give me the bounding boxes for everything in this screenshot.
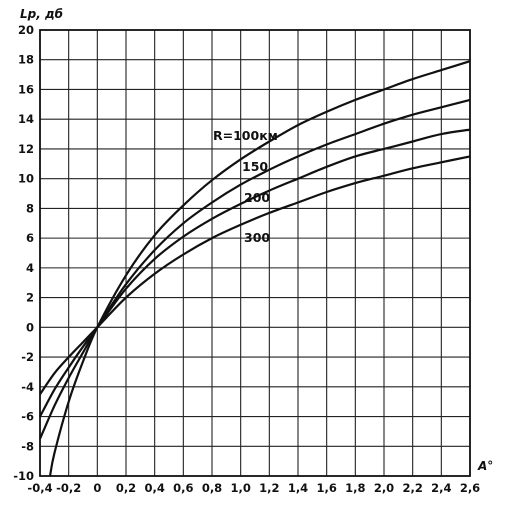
series-label-2: 200 (244, 190, 270, 205)
y-tick-label: -2 (21, 350, 34, 364)
y-tick-label: 20 (18, 23, 34, 37)
y-tick-label: 16 (18, 82, 34, 96)
x-tick-label: 1,2 (259, 481, 279, 495)
plot-border (39, 29, 471, 477)
x-tick-label: 2,4 (431, 481, 451, 495)
x-tick-label: 2,6 (460, 481, 480, 495)
y-tick-label: -10 (13, 469, 34, 483)
plot-frame (39, 29, 471, 477)
y-axis-title: Lp, дб (20, 7, 63, 21)
y-tick-label: 12 (18, 142, 34, 156)
grid-lines (39, 29, 471, 477)
y-tick-label: 4 (26, 261, 34, 275)
x-tick-label: 0,8 (202, 481, 222, 495)
y-tick-label: 2 (26, 291, 34, 305)
series-line-2 (39, 128, 471, 418)
x-tick-label: 0,2 (116, 481, 136, 495)
series-label-0: R=100км (213, 128, 278, 143)
x-tick-label: 2,0 (374, 481, 394, 495)
y-tick-label: 0 (26, 320, 34, 334)
series-label-1: 150 (242, 159, 268, 174)
x-tick-label: 2,2 (402, 481, 422, 495)
x-tick-label: 1,4 (288, 481, 308, 495)
y-tick-label: 10 (18, 172, 34, 186)
x-tick-label: 0,6 (173, 481, 193, 495)
y-tick-label: -6 (21, 410, 34, 424)
x-tick-label: 0,4 (144, 481, 164, 495)
x-tick-label: 1,6 (316, 481, 336, 495)
y-tick-label: 8 (26, 201, 34, 215)
y-tick-labels: -10 -8 -6 -4 -2 0 2 4 6 8 10 12 14 16 18 20 (13, 23, 34, 483)
y-tick-label: 14 (18, 112, 34, 126)
y-tick-label: 6 (26, 231, 34, 245)
y-tick-label: -8 (21, 439, 34, 453)
x-axis-title: A° (477, 459, 493, 473)
x-tick-labels: -0,4 -0,2 0 0,2 0,4 0,6 0,8 1,0 1,2 1,4 1,6 1,8 2,0 2… (27, 481, 480, 495)
series-line-0 (48, 60, 471, 477)
series-line-3 (39, 155, 471, 395)
y-tick-label: 18 (18, 53, 34, 67)
x-tick-label: -0,4 (27, 481, 52, 495)
series-labels: R=100км 150 200 300 (213, 128, 278, 245)
x-tick-label: 1,8 (345, 481, 365, 495)
series-line-1 (38, 98, 471, 440)
y-tick-label: -4 (21, 380, 34, 394)
series-lines (38, 60, 471, 477)
x-tick-label: 0 (93, 481, 101, 495)
x-tick-label: -0,2 (56, 481, 81, 495)
x-tick-label: 1,0 (230, 481, 250, 495)
series-label-3: 300 (244, 230, 270, 245)
